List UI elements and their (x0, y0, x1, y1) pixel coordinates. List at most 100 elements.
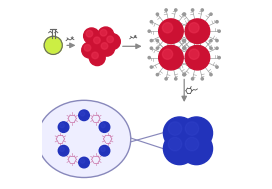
Circle shape (100, 29, 107, 36)
Circle shape (165, 78, 167, 80)
Circle shape (79, 157, 89, 168)
Circle shape (148, 57, 150, 59)
Circle shape (150, 66, 153, 68)
Circle shape (177, 40, 179, 42)
Circle shape (177, 21, 179, 23)
Circle shape (183, 13, 185, 15)
Circle shape (156, 40, 159, 42)
Circle shape (183, 13, 186, 15)
Circle shape (99, 122, 110, 132)
Circle shape (218, 30, 220, 32)
Circle shape (79, 110, 89, 121)
Circle shape (189, 66, 192, 68)
Circle shape (191, 51, 194, 53)
Circle shape (89, 50, 105, 66)
Ellipse shape (37, 100, 131, 177)
Circle shape (150, 40, 153, 42)
Circle shape (183, 47, 185, 49)
Circle shape (150, 21, 153, 23)
Circle shape (92, 52, 98, 59)
Circle shape (165, 9, 167, 11)
Circle shape (86, 30, 93, 37)
Circle shape (101, 43, 108, 49)
Circle shape (191, 30, 194, 32)
Circle shape (82, 42, 98, 58)
Circle shape (107, 36, 113, 43)
Circle shape (201, 35, 203, 38)
Circle shape (60, 123, 64, 128)
Circle shape (185, 45, 210, 70)
Circle shape (168, 137, 182, 151)
Circle shape (58, 122, 69, 132)
Circle shape (180, 132, 212, 165)
Circle shape (216, 47, 218, 49)
Circle shape (101, 147, 105, 151)
Circle shape (98, 27, 114, 43)
Circle shape (216, 66, 218, 68)
Circle shape (101, 123, 105, 128)
Circle shape (201, 78, 203, 80)
Circle shape (201, 51, 203, 53)
Circle shape (165, 51, 167, 53)
Circle shape (163, 132, 196, 165)
Circle shape (183, 74, 186, 76)
Circle shape (183, 47, 186, 49)
Circle shape (210, 47, 212, 49)
Circle shape (189, 21, 192, 23)
Circle shape (191, 35, 194, 38)
Circle shape (185, 19, 210, 43)
Circle shape (216, 21, 218, 23)
Circle shape (99, 146, 110, 156)
Circle shape (177, 66, 179, 68)
Circle shape (210, 40, 212, 42)
Circle shape (183, 74, 185, 76)
Circle shape (94, 37, 100, 44)
Circle shape (91, 35, 107, 50)
Circle shape (84, 28, 100, 44)
Circle shape (216, 40, 218, 42)
Circle shape (156, 13, 159, 15)
Circle shape (191, 57, 194, 59)
Circle shape (201, 9, 203, 11)
Circle shape (175, 35, 177, 38)
Circle shape (189, 49, 199, 59)
Circle shape (189, 47, 192, 49)
Circle shape (175, 78, 177, 80)
Circle shape (185, 122, 199, 135)
Circle shape (159, 19, 183, 43)
Circle shape (189, 40, 192, 42)
Circle shape (162, 23, 173, 33)
Circle shape (159, 45, 183, 70)
Circle shape (58, 146, 69, 156)
Circle shape (156, 47, 159, 49)
Circle shape (168, 122, 182, 135)
Circle shape (175, 30, 177, 32)
Circle shape (175, 9, 177, 11)
Circle shape (218, 57, 220, 59)
Circle shape (44, 36, 62, 54)
Circle shape (191, 9, 194, 11)
Circle shape (165, 35, 167, 38)
Circle shape (175, 51, 177, 53)
Circle shape (175, 57, 177, 59)
Circle shape (156, 74, 159, 76)
Circle shape (80, 159, 85, 163)
Circle shape (60, 147, 64, 151)
Circle shape (210, 74, 212, 76)
Circle shape (150, 47, 153, 49)
Circle shape (185, 137, 199, 151)
Circle shape (84, 45, 91, 51)
Circle shape (162, 49, 173, 59)
Circle shape (163, 117, 196, 149)
Circle shape (99, 40, 115, 56)
Circle shape (148, 30, 150, 32)
Circle shape (104, 34, 120, 50)
Circle shape (189, 23, 199, 33)
Circle shape (210, 13, 212, 15)
Circle shape (177, 47, 179, 49)
Circle shape (180, 117, 212, 149)
Circle shape (183, 40, 185, 42)
Circle shape (183, 40, 186, 42)
Circle shape (80, 112, 85, 116)
Circle shape (191, 78, 194, 80)
